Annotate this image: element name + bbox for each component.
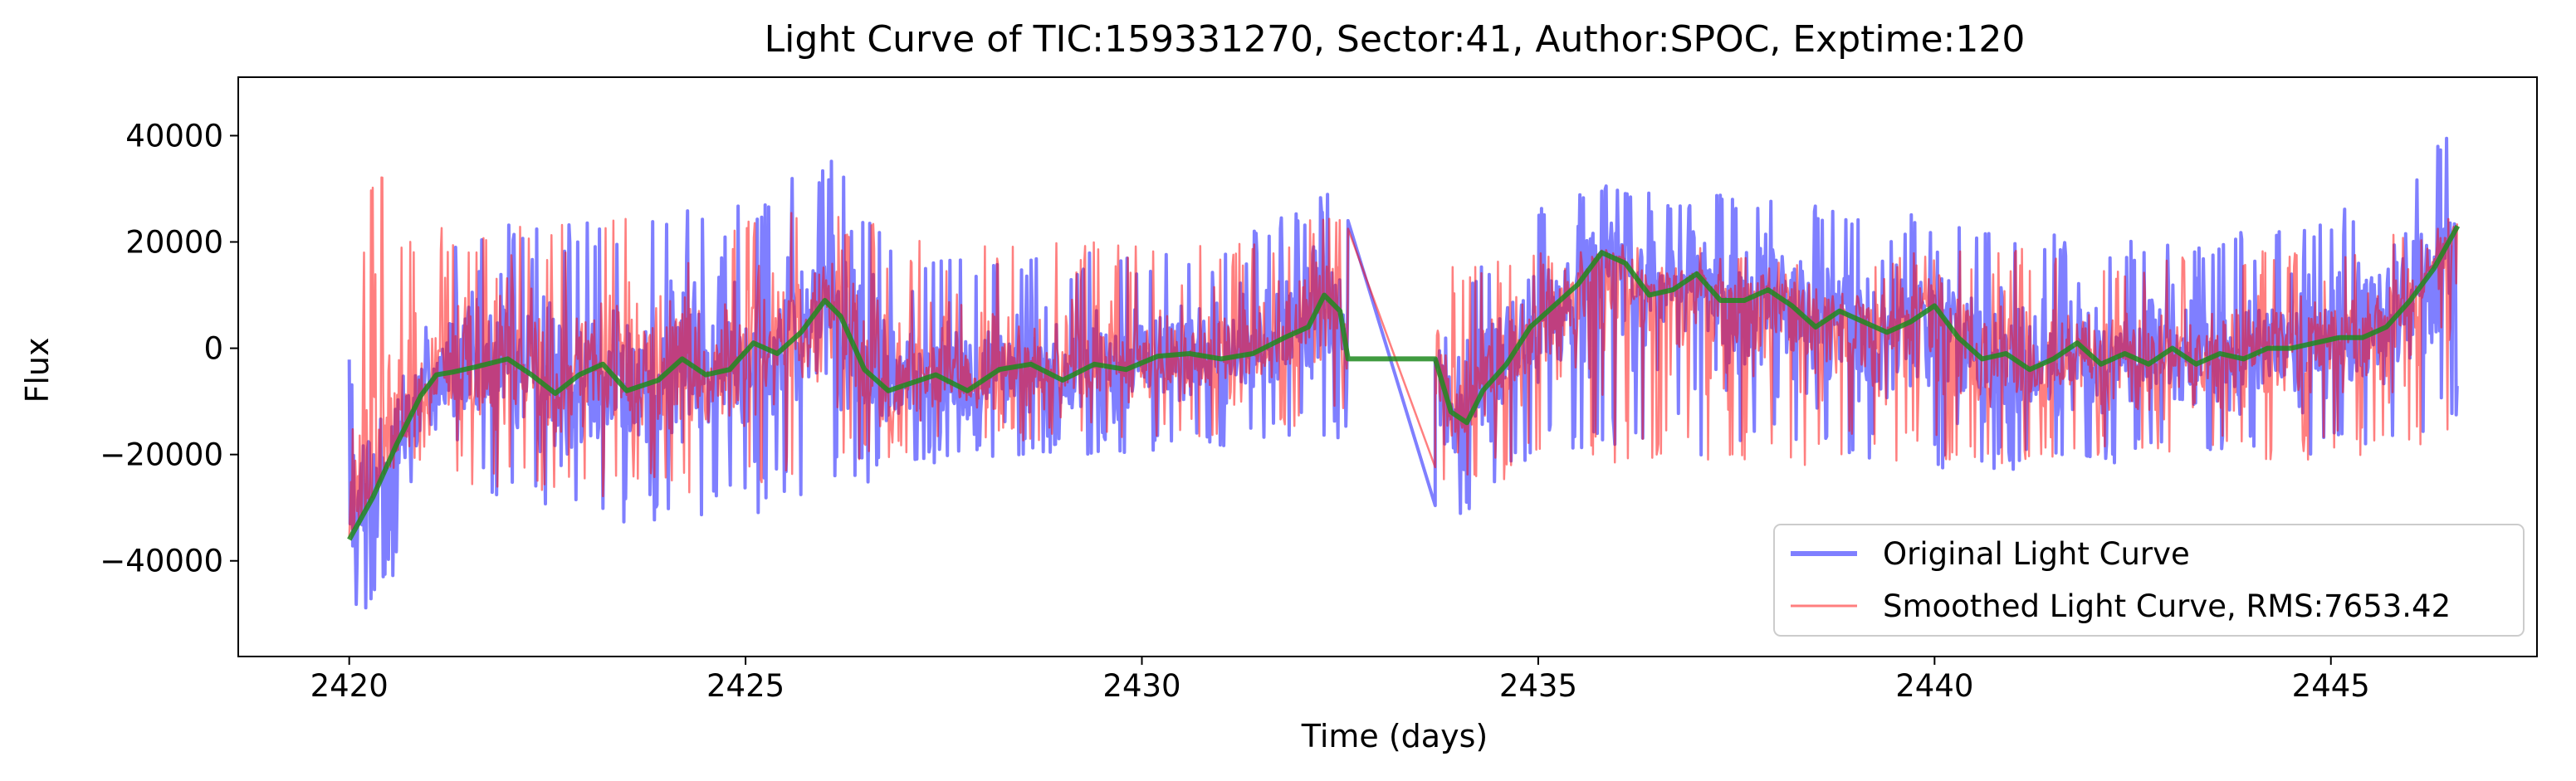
y-axis-label: Flux [19,338,56,403]
y-tick-label: 0 [203,331,223,367]
series-layer [347,136,2461,610]
series-smoothed-line [348,176,2459,538]
x-tick-label: 2420 [310,668,389,704]
x-tick-label: 2435 [1499,668,1577,704]
x-tick-label: 2445 [2292,668,2370,704]
x-tick-label: 2440 [1895,668,1973,704]
legend-label-smoothed: Smoothed Light Curve, RMS:7653.42 [1883,588,2451,624]
x-axis-label: Time (days) [1301,718,1488,754]
legend: Original Light Curve Smoothed Light Curv… [1773,524,2525,637]
x-axis-ticks: 2420 2425 2430 2435 2440 2445 [310,657,2370,704]
series-trend-line [347,224,2461,541]
y-tick-label: 40000 [125,118,223,154]
x-tick-label: 2425 [706,668,785,704]
plot-frame [237,76,2538,657]
y-tick-label: −20000 [100,437,223,473]
chart-title: Light Curve of TIC:159331270, Sector:41,… [765,18,2026,61]
x-tick-label: 2430 [1102,668,1180,704]
y-tick-label: 20000 [125,225,223,261]
y-tick-label: −40000 [100,544,223,579]
y-axis-ticks: −40000 −20000 0 20000 40000 [100,118,238,579]
legend-label-original: Original Light Curve [1883,536,2190,572]
legend-box [1773,524,2525,637]
